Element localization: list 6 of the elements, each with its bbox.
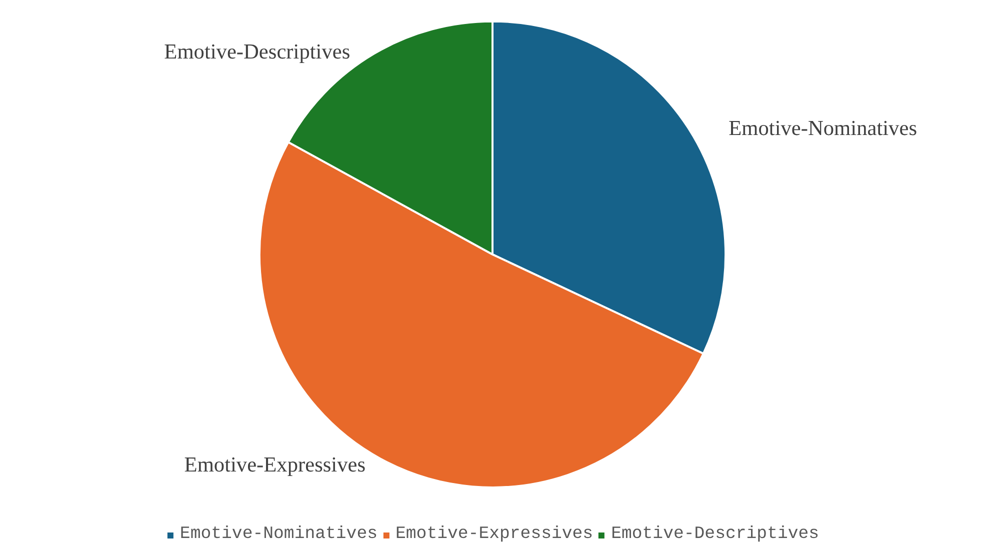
legend-label: Emotive-Expressives bbox=[396, 525, 594, 544]
slice-label: Emotive-Nominatives bbox=[728, 116, 917, 140]
slice-label: Emotive-Descriptives bbox=[164, 39, 350, 64]
slice-label: Emotive-Expressives bbox=[184, 452, 366, 477]
legend-label: Emotive-Descriptives bbox=[611, 525, 820, 544]
legend-label: Emotive-Nominatives bbox=[180, 525, 378, 544]
